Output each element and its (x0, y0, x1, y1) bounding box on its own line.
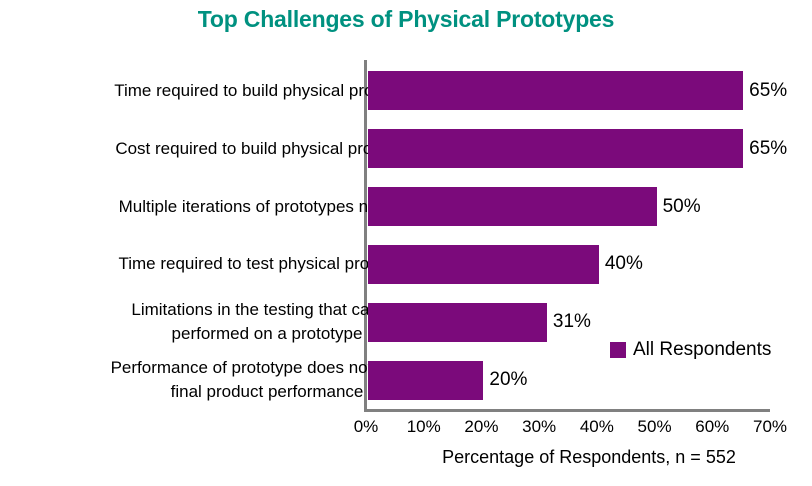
legend-swatch-all-respondents (610, 342, 626, 358)
bar-value-label: 65% (749, 137, 788, 159)
bar[interactable] (368, 187, 657, 227)
x-axis-tick-label: 60% (695, 417, 730, 436)
category-label: Time required to test physical prototype (118, 254, 416, 274)
x-axis-tick-label: 0% (353, 417, 379, 436)
category-label: Time required to build physical prototyp… (114, 80, 420, 100)
bar[interactable] (368, 302, 547, 342)
bar-value-label: 50% (662, 195, 701, 217)
x-axis-tick-label: 20% (464, 417, 499, 436)
bar-row: Time required to test physical prototype… (0, 236, 812, 294)
bar-row: Performance of prototype does not match … (0, 351, 812, 409)
bar-value-label: 65% (749, 79, 788, 101)
x-axis-tick-label: 10% (406, 417, 441, 436)
bar-row: Time required to build physical prototyp… (0, 62, 812, 120)
bar-row: Cost required to build physical prototyp… (0, 120, 812, 178)
x-axis-tick-label: 70% (752, 417, 788, 436)
category-label: Multiple iterations of prototypes needed (118, 196, 416, 216)
x-axis-tick-label: 40% (579, 417, 614, 436)
chart-title: Top Challenges of Physical Prototypes (197, 6, 615, 32)
bar-value-label: 31% (552, 311, 591, 333)
bar[interactable] (368, 71, 744, 111)
y-axis-line (364, 60, 367, 412)
x-axis-tick-label: 30% (522, 417, 557, 436)
bar-row: Limitations in the testing that can be p… (0, 293, 812, 351)
x-axis-title: Percentage of Respondents, n = 552 (442, 447, 736, 467)
category-label: Performance of prototype does not match … (110, 358, 424, 402)
bar-value-label: 20% (489, 369, 528, 391)
chart-legend: All Respondents (610, 340, 771, 360)
bar[interactable] (368, 360, 484, 400)
legend-label-all-respondents: All Respondents (633, 339, 772, 360)
bar-value-label: 40% (604, 253, 643, 275)
category-label: Limitations in the testing that can be p… (131, 300, 403, 344)
x-axis-line (364, 409, 770, 412)
bar-row: Multiple iterations of prototypes needed… (0, 178, 812, 236)
x-axis-tick-label: 50% (637, 417, 672, 436)
category-label: Cost required to build physical prototyp… (115, 138, 419, 158)
bar[interactable] (368, 244, 599, 284)
bar[interactable] (368, 129, 744, 169)
